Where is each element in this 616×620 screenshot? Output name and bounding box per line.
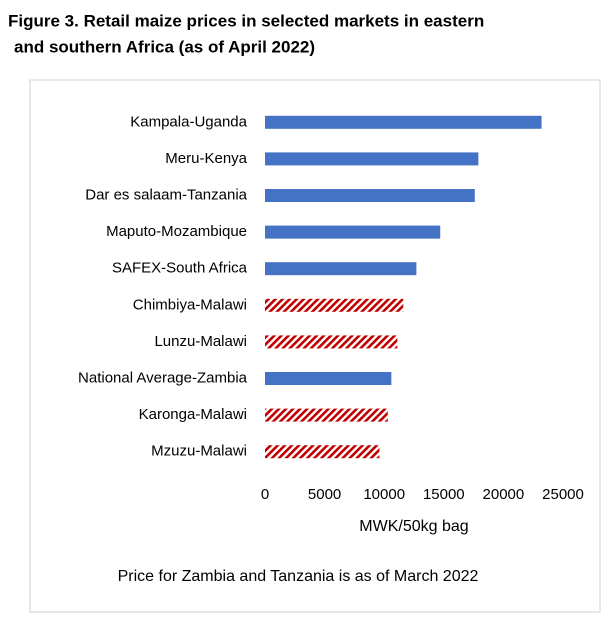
x-tick-label: 20000 xyxy=(483,486,525,503)
bar xyxy=(265,115,542,129)
y-tick-label: SAFEX-South Africa xyxy=(112,260,248,277)
x-tick-label: 15000 xyxy=(423,486,465,503)
x-tick-label: 10000 xyxy=(363,486,405,503)
x-tick-label: 0 xyxy=(261,486,269,503)
bar xyxy=(265,335,398,349)
bar xyxy=(265,372,392,385)
x-tick-label: 25000 xyxy=(542,486,584,503)
x-axis-label: MWK/50kg bag xyxy=(359,518,468,535)
y-tick-label: Lunzu-Malawi xyxy=(154,333,247,350)
bar xyxy=(265,262,417,276)
bar xyxy=(265,152,479,166)
y-tick-label: Chimbiya-Malawi xyxy=(133,296,247,313)
bar xyxy=(265,445,380,459)
annotation: Price for Zambia and Tanzania is as of M… xyxy=(118,568,479,585)
y-tick-label: Meru-Kenya xyxy=(165,150,247,167)
y-tick-label: Karonga-Malawi xyxy=(139,406,247,423)
y-tick-label: National Average-Zambia xyxy=(78,369,248,386)
chart-title: and southern Africa (as of April 2022) xyxy=(14,37,315,56)
y-tick-label: Dar es salaam-Tanzania xyxy=(85,186,247,203)
x-tick-label: 5000 xyxy=(308,486,341,503)
y-tick-label: Maputo-Mozambique xyxy=(106,223,247,240)
chart-title: Figure 3. Retail maize prices in selecte… xyxy=(8,11,484,30)
bar xyxy=(265,298,404,312)
bar xyxy=(265,408,388,422)
y-tick-label: Kampala-Uganda xyxy=(130,113,247,130)
bar xyxy=(265,225,441,239)
y-tick-label: Mzuzu-Malawi xyxy=(151,443,247,460)
bar xyxy=(265,189,475,202)
